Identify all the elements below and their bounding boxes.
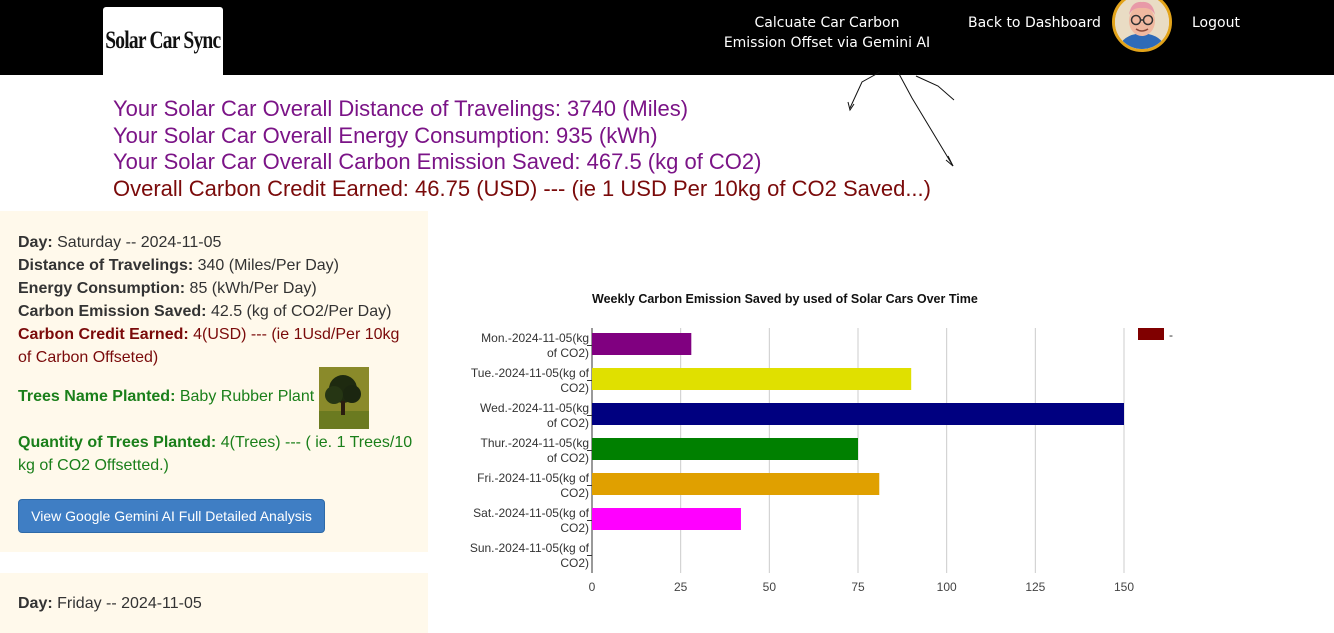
y-tick-label: CO2) (560, 521, 589, 535)
y-tick-label: Sat.-2024-11-05(kg of (473, 506, 590, 520)
y-tick-label: Sun.-2024-11-05(kg of (470, 541, 590, 555)
summary-energy: Your Solar Car Overall Energy Consumptio… (113, 122, 658, 148)
bar (592, 403, 1124, 425)
hand-drawn-arrow-icon (847, 71, 955, 167)
day-card-details: Day: Saturday -- 2024-11-05 Distance of … (18, 231, 413, 369)
user-avatar[interactable] (1112, 0, 1172, 52)
x-tick-label: 0 (589, 580, 596, 594)
y-tick-label: Fri.-2024-11-05(kg of (477, 471, 589, 485)
y-tick-label: Wed.-2024-11-05(kg (480, 401, 589, 415)
avatar-face-icon (1115, 0, 1169, 49)
bar (592, 508, 741, 530)
x-tick-label: 150 (1114, 580, 1134, 594)
bar (592, 473, 880, 495)
x-tick-label: 75 (851, 580, 865, 594)
summary-carbon-credit: Overall Carbon Credit Earned: 46.75 (USD… (113, 175, 931, 201)
emission-row: Carbon Emission Saved: 42.5 (kg of CO2/P… (18, 303, 392, 320)
x-tick-label: 100 (937, 580, 957, 594)
day-card-friday: Day: Friday -- 2024-11-05 (0, 573, 428, 633)
y-tick-label: Mon.-2024-11-05(kg (481, 331, 589, 345)
tree-image (319, 367, 369, 429)
y-tick-label: CO2) (560, 486, 589, 500)
summary-distance: Your Solar Car Overall Distance of Trave… (113, 96, 689, 121)
legend-swatch (1138, 328, 1164, 340)
distance-row: Distance of Travelings: 340 (Miles/Per D… (18, 257, 339, 274)
y-tick-label: of CO2) (547, 346, 589, 360)
bar (592, 368, 912, 390)
y-tick-label: CO2) (560, 381, 589, 395)
nav-gemini-calculate-link[interactable]: Calcuate Car Carbon Emission Offset via … (720, 13, 934, 53)
x-tick-label: 25 (674, 580, 688, 594)
credit-row: Carbon Credit Earned: 4(USD) --- (ie 1Us… (18, 326, 400, 366)
summary-emission: Your Solar Car Overall Carbon Emission S… (113, 149, 762, 174)
bar (592, 438, 858, 460)
y-tick-label: Thur.-2024-11-05(kg (480, 436, 589, 450)
energy-row: Energy Consumption: 85 (kWh/Per Day) (18, 280, 317, 297)
x-tick-label: 50 (763, 580, 777, 594)
day-card-saturday: Day: Saturday -- 2024-11-05 Distance of … (0, 211, 428, 552)
overall-summary: Your Solar Car Overall Distance of Trave… (113, 96, 931, 202)
nav-back-to-dashboard-link[interactable]: Back to Dashboard (968, 15, 1101, 31)
app-logo[interactable]: Solar Car Sync (103, 7, 223, 75)
trees-planted-row: Trees Name Planted: Baby Rubber Plant (18, 388, 315, 405)
nav-gemini-line1: Calcuate Car Carbon (754, 15, 900, 31)
y-tick-label: CO2) (560, 556, 589, 570)
day-row: Day: Friday -- 2024-11-05 (18, 595, 202, 612)
tree-icon (319, 367, 369, 429)
view-gemini-analysis-button[interactable]: View Google Gemini AI Full Detailed Anal… (18, 499, 325, 533)
chart-title: Weekly Carbon Emission Saved by used of … (592, 292, 978, 306)
y-tick-label: Tue.-2024-11-05(kg of (471, 366, 590, 380)
y-tick-label: of CO2) (547, 451, 589, 465)
legend-label: - (1169, 328, 1173, 342)
logo-text: Solar Car Sync (105, 27, 221, 54)
y-tick-label: of CO2) (547, 416, 589, 430)
bar (592, 333, 692, 355)
x-tick-label: 125 (1025, 580, 1045, 594)
trees-quantity-row: Quantity of Trees Planted: 4(Trees) --- … (18, 434, 413, 474)
nav-gemini-line2: Emission Offset via Gemini AI (723, 35, 931, 51)
nav-logout-link[interactable]: Logout (1192, 15, 1240, 31)
day-row: Day: Saturday -- 2024-11-05 (18, 234, 222, 251)
